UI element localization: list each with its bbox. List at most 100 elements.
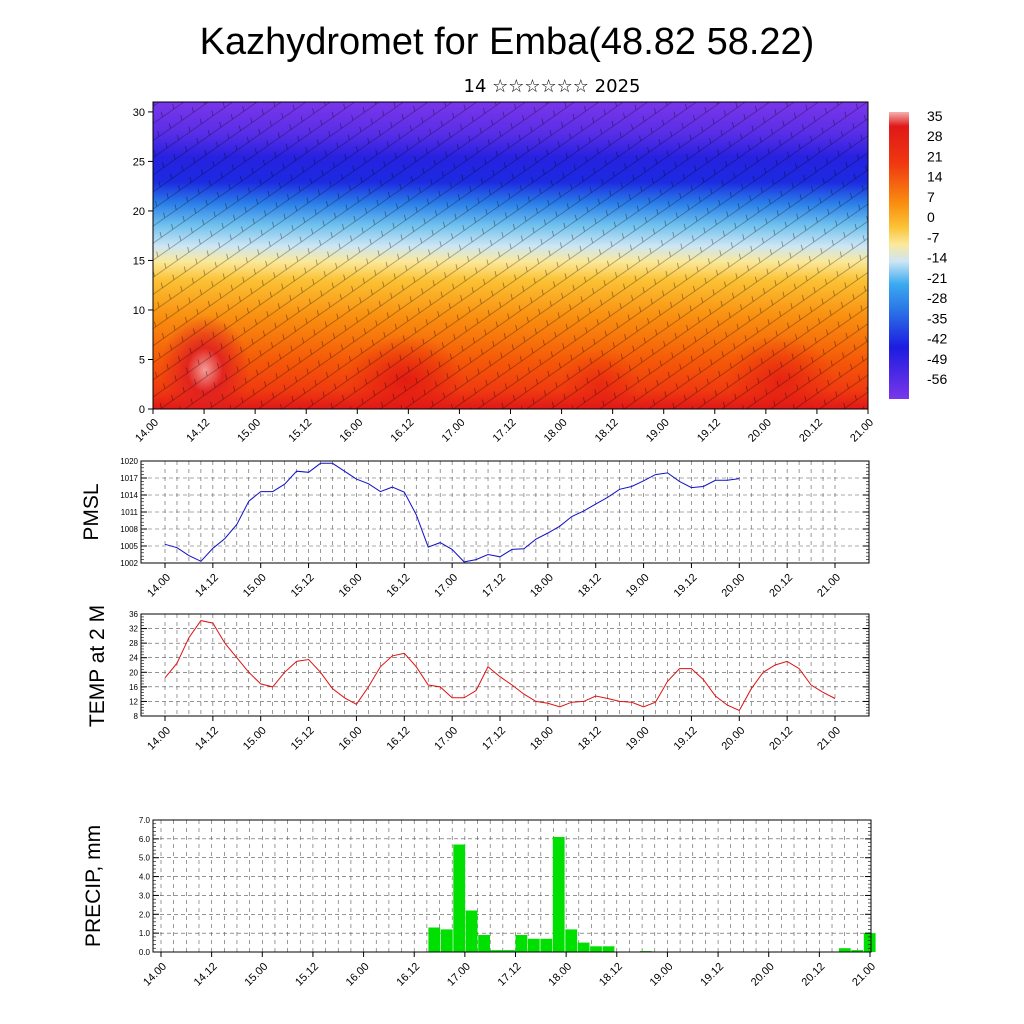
x-tick-label: 15.00 — [241, 572, 269, 600]
precip-bar — [577, 942, 590, 952]
y-tick-label: 16 — [129, 683, 138, 692]
precip-bar — [838, 948, 851, 952]
precip-bar — [552, 837, 565, 952]
x-tick-label: 15.00 — [242, 961, 270, 989]
x-tick-label: 15.12 — [289, 572, 317, 600]
y-tick-label: 1005 — [120, 542, 138, 551]
x-tick-label: 20.12 — [800, 961, 828, 989]
page-subtitle: 14 ☆☆☆☆☆☆ 2025 — [464, 76, 641, 97]
precip-bar — [527, 938, 540, 952]
x-tick-label: 18.12 — [576, 725, 604, 753]
colorbar-label: 14 — [927, 169, 943, 185]
precip-bar — [851, 950, 864, 952]
page-title: Kazhydromet for Emba(48.82 58.22) — [200, 21, 815, 63]
colorbar-label: -7 — [927, 229, 940, 245]
y-tick-label: 5 — [139, 354, 145, 366]
x-tick-label: 17.00 — [432, 572, 460, 600]
colorbar-label: -56 — [927, 371, 947, 387]
x-tick-label: 18.00 — [542, 417, 570, 445]
x-tick-label: 19.12 — [672, 725, 700, 753]
precip-ylabel: PRECIP, mm — [82, 825, 105, 947]
y-tick-label: 30 — [133, 107, 145, 119]
x-tick-label: 20.00 — [719, 725, 747, 753]
y-tick-label: 0.0 — [139, 948, 151, 957]
colorbar-labels: 35 28 21 14 7 0 -7 -14 -21 -28 -35 -42 -49 -56 — [927, 108, 947, 387]
x-tick-label: 20.00 — [719, 572, 747, 600]
x-tick-label: 18.12 — [576, 572, 604, 600]
temp-series-line — [164, 620, 836, 712]
pmsl-axes: 1002 1005 1008 1011 1014 1017 1020 14.00 14.12 15… — [120, 457, 869, 600]
x-tick-label: 18.00 — [528, 572, 556, 600]
x-tick-label: 14.12 — [193, 572, 221, 600]
x-tick-label: 20.12 — [797, 417, 825, 445]
precip-frame — [152, 819, 872, 953]
x-tick-label: 17.12 — [491, 417, 519, 445]
pmsl-ylabel: PMSL — [80, 483, 103, 540]
x-tick-label: 18.00 — [546, 961, 574, 989]
colorbar-label: -42 — [927, 331, 947, 347]
precip-bar — [863, 933, 876, 952]
precip-bar — [440, 929, 453, 952]
x-tick-label: 14.12 — [192, 961, 220, 989]
y-tick-label: 25 — [133, 156, 145, 168]
precip-bar — [428, 927, 441, 952]
precip-bar — [590, 946, 602, 952]
precip-bar — [503, 950, 515, 952]
colorbar-label: -49 — [927, 351, 947, 367]
x-tick-label: 18.12 — [597, 961, 625, 989]
x-tick-label: 15.12 — [286, 417, 314, 445]
colorbar-label: -35 — [927, 310, 947, 326]
y-tick-label: 24 — [129, 654, 138, 663]
x-tick-label: 19.00 — [624, 572, 652, 600]
x-tick-label: 17.12 — [480, 572, 508, 600]
precip-grid — [153, 820, 871, 952]
temp-grid — [141, 614, 869, 716]
y-tick-label: 20 — [129, 668, 138, 677]
y-tick-label: 4.0 — [139, 873, 151, 882]
colorbar-label: 0 — [927, 209, 935, 225]
x-tick-label: 18.00 — [528, 725, 556, 753]
x-tick-label: 20.00 — [746, 417, 774, 445]
x-tick-label: 16.12 — [384, 725, 412, 753]
x-tick-label: 14.00 — [145, 572, 173, 600]
temp-axes: 8 12 16 20 24 28 32 36 14.00 14.12 15.00 15.12 16.00… — [129, 610, 869, 753]
x-tick-label: 14.00 — [141, 961, 169, 989]
y-tick-label: 1.0 — [139, 929, 151, 938]
colorbar-label: -14 — [927, 250, 947, 266]
colorbar-label: 7 — [927, 189, 935, 205]
y-tick-label: 10 — [133, 305, 145, 317]
cross-section-x-axis: 14.00 14.12 15.00 15.12 16.00 16.12 17.00 17.12… — [133, 409, 876, 445]
x-tick-label: 20.00 — [749, 961, 777, 989]
x-tick-label: 17.00 — [440, 417, 468, 445]
y-tick-label: 7.0 — [139, 816, 151, 825]
x-tick-label: 19.00 — [644, 417, 672, 445]
x-tick-label: 19.12 — [695, 417, 723, 445]
precip-bars — [204, 837, 876, 952]
precip-panel: 0.0 1.0 2.0 3.0 4.0 5.0 6.0 7.0 14.00 14.12 15.00 1… — [82, 816, 878, 989]
pmsl-panel: 1002 1005 1008 1011 1014 1017 1020 14.00 14.12 15… — [80, 457, 870, 600]
y-tick-label: 1008 — [120, 525, 138, 534]
colorbar — [889, 112, 909, 399]
x-tick-label: 16.00 — [337, 725, 365, 753]
cross-section-y-axis: 0 5 10 15 20 25 30 — [133, 107, 153, 416]
y-tick-label: 36 — [129, 610, 138, 619]
x-tick-label: 21.00 — [848, 417, 876, 445]
precip-bar — [490, 950, 503, 952]
x-tick-label: 16.00 — [337, 572, 365, 600]
x-tick-label: 15.00 — [235, 417, 263, 445]
x-tick-label: 15.12 — [289, 725, 317, 753]
x-tick-label: 14.00 — [145, 725, 173, 753]
precip-bar — [465, 910, 478, 952]
precip-bar — [540, 938, 553, 952]
x-tick-label: 16.12 — [389, 417, 417, 445]
x-tick-label: 16.00 — [344, 961, 372, 989]
y-tick-label: 1020 — [120, 457, 138, 466]
temp-ylabel: TEMP at 2 M — [86, 605, 109, 727]
precip-bar — [565, 929, 578, 952]
x-tick-label: 16.12 — [394, 961, 422, 989]
y-tick-label: 1011 — [121, 508, 139, 517]
y-tick-label: 28 — [129, 639, 138, 648]
wind-barbs — [153, 102, 868, 409]
x-tick-label: 17.00 — [432, 725, 460, 753]
